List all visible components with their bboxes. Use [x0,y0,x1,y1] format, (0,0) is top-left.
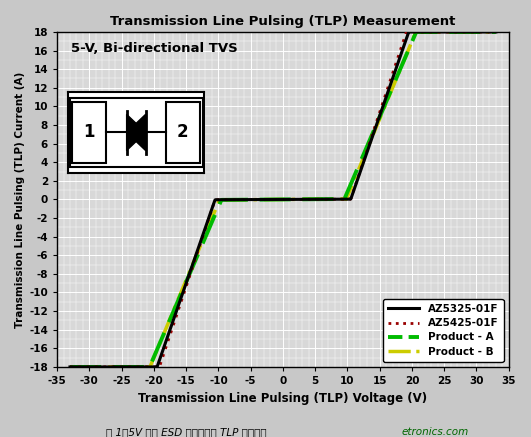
AZ5325-01F [406,29,412,35]
AZ5425-01F [254,197,261,202]
Product - A [254,197,261,202]
Text: 5-V, Bi-directional TVS: 5-V, Bi-directional TVS [71,42,237,55]
Product - B [239,197,245,202]
Text: etronics.com: etronics.com [402,427,469,437]
AZ5425-01F [404,29,410,35]
AZ5325-01F [359,163,366,168]
Y-axis label: Transmission Line Pulsing (TLP) Current (A): Transmission Line Pulsing (TLP) Current … [15,71,25,328]
Product - A [399,62,405,67]
Line: AZ5425-01F: AZ5425-01F [70,32,496,367]
AZ5325-01F [254,197,261,202]
AZ5325-01F [239,197,245,202]
Product - B [67,364,73,370]
Product - B [254,197,261,202]
Title: Transmission Line Pulsing (TLP) Measurement: Transmission Line Pulsing (TLP) Measurem… [110,15,456,28]
Product - B [413,29,419,35]
AZ5425-01F [407,29,413,35]
AZ5325-01F [110,364,117,370]
Product - A [359,154,366,160]
Line: AZ5325-01F: AZ5325-01F [70,32,496,367]
AZ5425-01F [399,42,405,48]
Product - B [493,29,499,35]
Product - A [67,364,73,370]
Text: 图 1：5V 双向 ESD 保护组件的 TLP 测试曲线: 图 1：5V 双向 ESD 保护组件的 TLP 测试曲线 [106,427,266,437]
Line: Product - B: Product - B [70,32,496,367]
Line: Product - A: Product - A [70,32,496,367]
Product - A [239,197,245,202]
AZ5325-01F [493,29,499,35]
Product - A [407,45,413,50]
Product - B [359,158,366,163]
AZ5425-01F [239,197,245,202]
AZ5425-01F [493,29,499,35]
AZ5325-01F [67,364,73,370]
Product - A [413,29,419,35]
Product - A [493,29,499,35]
Product - B [407,44,413,49]
Product - B [399,62,405,68]
AZ5425-01F [359,162,366,167]
Legend: AZ5325-01F, AZ5425-01F, Product - A, Product - B: AZ5325-01F, AZ5425-01F, Product - A, Pro… [383,299,503,362]
AZ5425-01F [110,364,117,370]
AZ5325-01F [399,49,405,54]
X-axis label: Transmission Line Pulsing (TLP) Voltage (V): Transmission Line Pulsing (TLP) Voltage … [139,392,427,405]
Product - A [110,364,117,370]
AZ5425-01F [67,364,73,370]
Product - B [110,364,117,370]
AZ5325-01F [407,29,413,35]
